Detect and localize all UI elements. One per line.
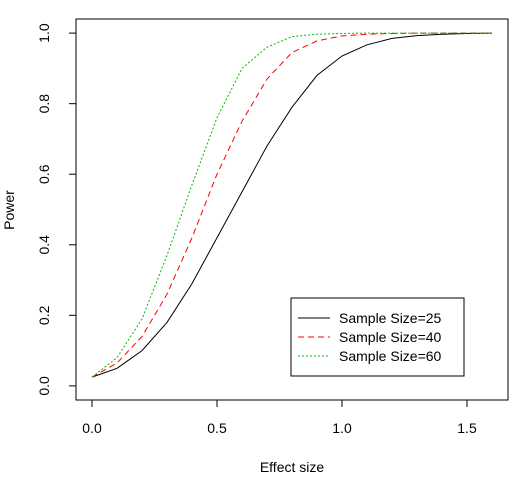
legend-label: Sample Size=40 xyxy=(339,329,442,345)
legend: Sample Size=25 Sample Size=40 Sample Size=… xyxy=(290,297,465,377)
legend-label: Sample Size=60 xyxy=(339,348,442,364)
y-tick-label: 0.6 xyxy=(36,164,52,184)
y-tick-label: 0.8 xyxy=(36,94,52,114)
x-tick-label: 0.0 xyxy=(82,420,102,436)
x-tick-label: 1.5 xyxy=(457,420,477,436)
x-axis-label: Effect size xyxy=(260,459,325,475)
x-tick-label: 1.0 xyxy=(332,420,352,436)
y-tick-label: 0.0 xyxy=(36,376,52,396)
x-axis: 0.0 0.5 1.0 1.5 xyxy=(82,399,477,436)
y-axis-label: Power xyxy=(1,190,17,230)
y-tick-label: 1.0 xyxy=(36,23,52,43)
series-line xyxy=(91,32,493,378)
legend-label: Sample Size=25 xyxy=(339,310,442,326)
x-tick-label: 0.5 xyxy=(207,420,227,436)
series-line xyxy=(91,32,492,378)
y-axis: 0.0 0.2 0.4 0.6 0.8 1.0 xyxy=(36,23,77,396)
y-tick-label: 0.4 xyxy=(36,235,52,255)
y-tick-label: 0.2 xyxy=(36,305,52,325)
series-layer xyxy=(91,32,493,378)
